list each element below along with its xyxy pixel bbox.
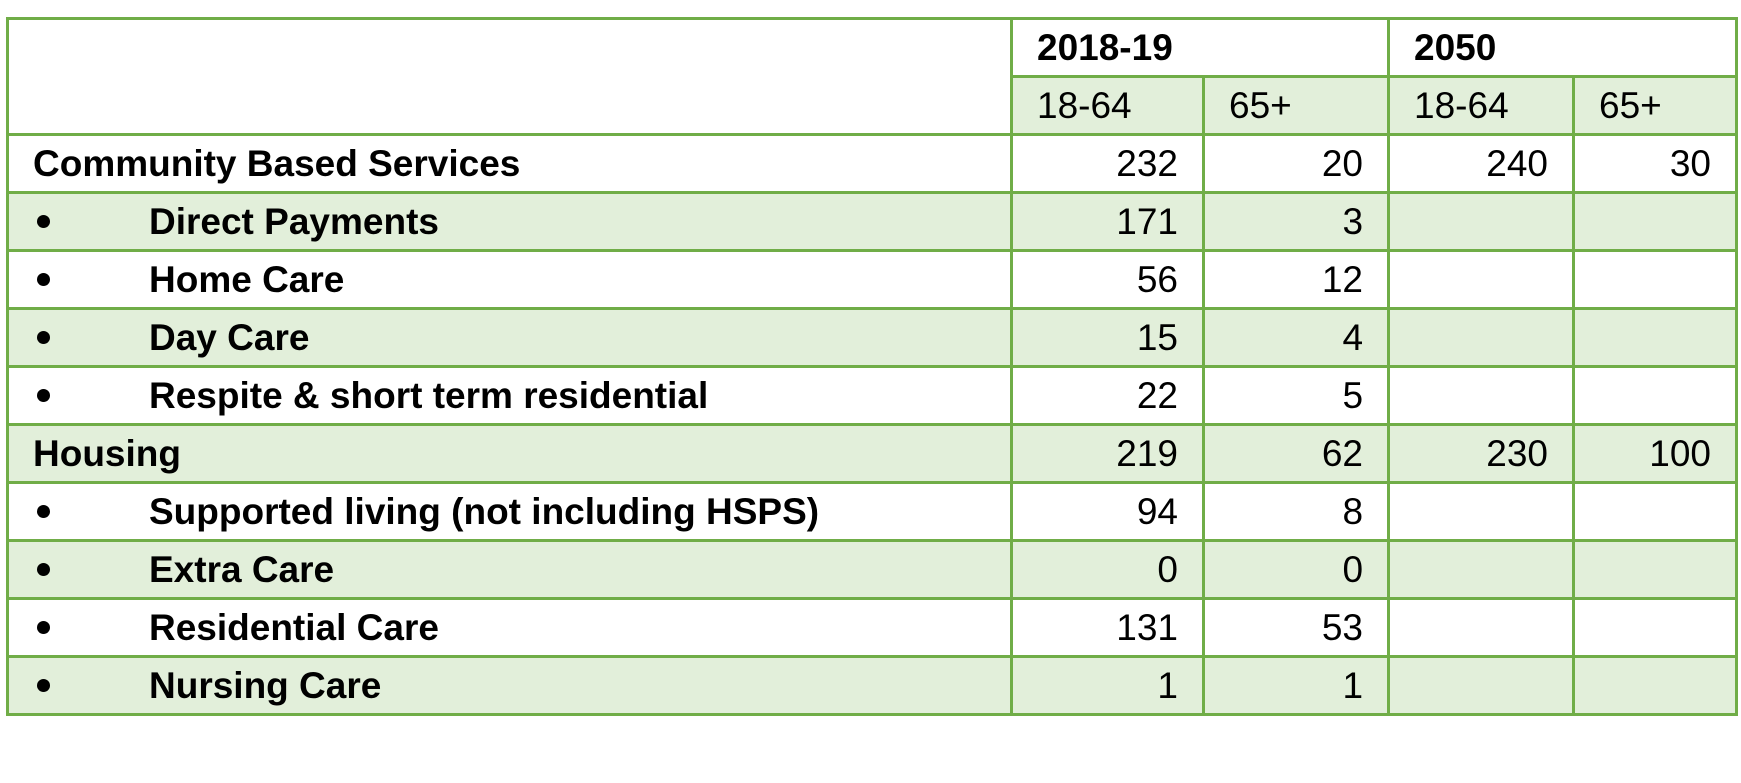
table-row: Respite & short term residential 22 5 — [6, 365, 1739, 426]
subheader: 18-64 — [1010, 75, 1205, 136]
value-cell — [1387, 481, 1576, 542]
value-cell: 131 — [1010, 597, 1205, 658]
row-label-cell: Direct Payments — [6, 191, 1013, 252]
row-label-cell: Day Care — [6, 307, 1013, 368]
value-cell: 240 — [1387, 133, 1576, 194]
value-cell: 1 — [1010, 655, 1205, 716]
value-cell: 12 — [1201, 249, 1391, 310]
row-label-cell: Housing — [6, 423, 1013, 484]
subheader: 18-64 — [1387, 75, 1576, 136]
group-header: 2018-19 — [1009, 17, 1391, 78]
bullet — [37, 215, 50, 229]
row-label: Extra Care — [149, 548, 335, 590]
bullet — [37, 505, 50, 519]
value-cell: 94 — [1010, 481, 1205, 542]
value-cell: 8 — [1201, 481, 1391, 542]
value-cell: 20 — [1201, 133, 1391, 194]
value-cell: 56 — [1010, 249, 1205, 310]
value-cell — [1572, 655, 1739, 716]
row-label: Supported living (not including HSPS) — [149, 490, 820, 532]
value-cell — [1572, 539, 1739, 600]
bullet — [37, 563, 50, 577]
value-cell: 53 — [1201, 597, 1391, 658]
value-cell: 1 — [1201, 655, 1391, 716]
table-row: Extra Care 0 0 — [6, 539, 1739, 600]
table-row: Residential Care 131 53 — [6, 597, 1739, 658]
value-cell — [1572, 597, 1739, 658]
row-label-cell: Respite & short term residential — [6, 365, 1013, 426]
table-body: Community Based Services 232 20 240 30 Direct… — [6, 133, 1739, 716]
subheader: 65+ — [1572, 75, 1739, 136]
value-cell: 5 — [1201, 365, 1391, 426]
value-cell: 100 — [1572, 423, 1739, 484]
value-cell: 171 — [1010, 191, 1205, 252]
value-cell — [1572, 481, 1739, 542]
row-label: Day Care — [149, 316, 310, 358]
value-cell: 0 — [1201, 539, 1391, 600]
value-cell: 232 — [1010, 133, 1205, 194]
table-row: Housing 219 62 230 100 — [6, 423, 1739, 484]
value-cell: 62 — [1201, 423, 1391, 484]
row-label: Home Care — [149, 258, 345, 300]
table-row: Direct Payments 171 3 — [6, 191, 1739, 252]
table-row: Home Care 56 12 — [6, 249, 1739, 310]
value-cell — [1387, 365, 1576, 426]
row-label: Respite & short term residential — [149, 374, 709, 416]
value-cell: 22 — [1010, 365, 1205, 426]
row-label: Residential Care — [149, 606, 439, 648]
row-label-cell: Nursing Care — [6, 655, 1013, 716]
value-cell: 15 — [1010, 307, 1205, 368]
bullet — [37, 679, 50, 693]
row-label: Nursing Care — [149, 664, 382, 706]
value-cell: 0 — [1010, 539, 1205, 600]
row-label-cell: Community Based Services — [6, 133, 1013, 194]
value-cell — [1387, 249, 1576, 310]
table-row: Community Based Services 232 20 240 30 — [6, 133, 1739, 194]
value-cell — [1387, 597, 1576, 658]
value-cell — [1572, 365, 1739, 426]
row-label-cell: Home Care — [6, 249, 1013, 310]
value-cell — [1387, 655, 1576, 716]
group-header: 2050 — [1387, 17, 1739, 78]
value-cell: 3 — [1201, 191, 1391, 252]
table-row: Day Care 15 4 — [6, 307, 1739, 368]
value-cell — [1387, 539, 1576, 600]
value-cell: 230 — [1387, 423, 1576, 484]
value-cell: 30 — [1572, 133, 1739, 194]
bullet — [37, 331, 50, 345]
row-label-cell: Supported living (not including HSPS) — [6, 481, 1013, 542]
row-label: Community Based Services — [33, 142, 521, 184]
table-row: Nursing Care 1 1 — [6, 655, 1739, 716]
data-table: 2018-19 2050 18-64 65+ 18-64 65+ Communi… — [6, 17, 1739, 716]
value-cell — [1572, 249, 1739, 310]
bullet — [37, 621, 50, 635]
row-label-cell: Residential Care — [6, 597, 1013, 658]
bullet — [37, 389, 50, 403]
bullet — [37, 273, 50, 287]
value-cell — [1387, 307, 1576, 368]
row-label-cell: Extra Care — [6, 539, 1013, 600]
table-row: Supported living (not including HSPS) 94 8 — [6, 481, 1739, 542]
value-cell: 4 — [1201, 307, 1391, 368]
value-cell — [1387, 191, 1576, 252]
row-label: Direct Payments — [149, 200, 439, 242]
value-cell: 219 — [1010, 423, 1205, 484]
corner-cell — [6, 17, 1013, 136]
subheader: 65+ — [1201, 75, 1391, 136]
row-label: Housing — [33, 432, 181, 474]
value-cell — [1572, 191, 1739, 252]
value-cell — [1572, 307, 1739, 368]
header-row: 2018-19 2050 — [6, 17, 1739, 136]
